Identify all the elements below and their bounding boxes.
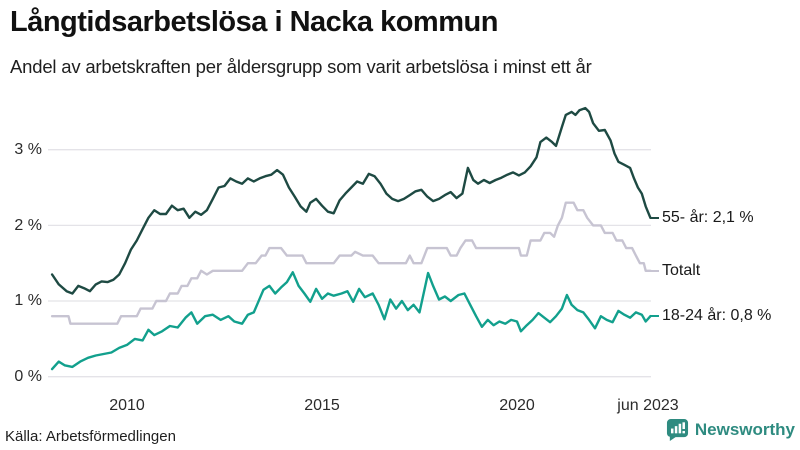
logo-exclamation-bar	[682, 422, 685, 430]
logo-exclamation-dot	[682, 430, 685, 434]
series-end-label-totalt: Totalt	[650, 261, 700, 281]
series-label-text: 18-24 år: 0,8 %	[662, 307, 772, 324]
logo-bar-large	[678, 423, 682, 434]
series-connector-55plus	[650, 217, 659, 219]
x-axis-tick-2020: 2020	[499, 397, 535, 414]
series-line-55plus	[50, 106, 652, 295]
x-axis-tick-2010: 2010	[109, 397, 145, 414]
brand-name: Newsworthy	[694, 419, 795, 439]
newsworthy-brand: Newsworthy	[666, 418, 795, 441]
page-title: Långtidsarbetslösa i Nacka kommun	[10, 6, 498, 38]
series-connector-totalt	[650, 270, 659, 272]
x-axis-tick-2015: 2015	[304, 397, 340, 414]
series-end-label-18-24: 18-24 år: 0,8 %	[650, 306, 771, 326]
y-axis-tick-3pct: 3 %	[14, 141, 42, 158]
y-axis-tick-1pct: 1 %	[14, 292, 42, 309]
x-axis-tick-jun2023: jun 2023	[617, 397, 679, 414]
page-subtitle: Andel av arbetskraften per åldersgrupp s…	[10, 56, 592, 77]
series-connector-18-24	[650, 315, 659, 317]
logo-bar-medium	[674, 426, 678, 434]
series-end-label-55plus: 55- år: 2,1 %	[650, 208, 754, 228]
newsworthy-logo-icon	[666, 418, 688, 441]
series-line-18-24	[50, 271, 652, 371]
series-line-totalt	[50, 201, 652, 325]
y-axis-tick-0pct: 0 %	[14, 368, 42, 385]
series-label-text: 55- år: 2,1 %	[662, 209, 754, 226]
source-attribution: Källa: Arbetsförmedlingen	[5, 428, 176, 445]
y-axis-tick-2pct: 2 %	[14, 217, 42, 234]
series-label-text: Totalt	[662, 262, 701, 279]
logo-bar-small	[670, 428, 674, 434]
